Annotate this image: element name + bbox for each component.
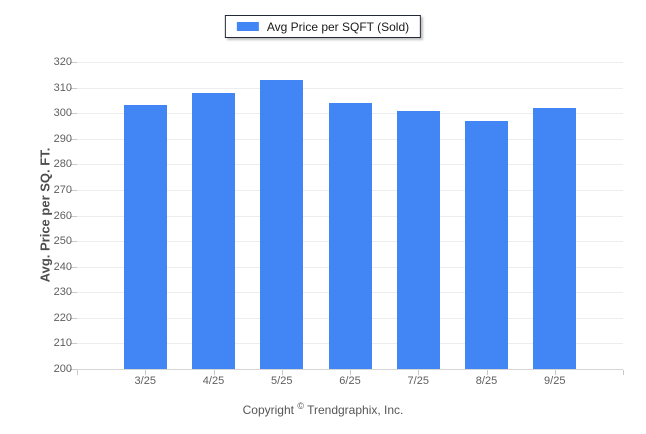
y-tick — [70, 62, 77, 63]
y-gridline — [77, 62, 623, 63]
y-tick-label: 210 — [53, 337, 72, 350]
copyright-pre: Copyright — [242, 403, 294, 417]
x-tick-label: 6/25 — [339, 375, 361, 387]
y-tick — [70, 215, 77, 217]
x-tick — [350, 370, 351, 375]
bar — [192, 92, 235, 369]
y-tick-label: 240 — [53, 260, 72, 273]
x-tick — [281, 370, 283, 375]
y-tick — [70, 369, 77, 370]
y-tick — [70, 138, 77, 140]
y-tick — [70, 241, 77, 243]
copyright-post: Trendgraphix, Inc. — [307, 403, 404, 417]
x-tick-label: 3/25 — [134, 375, 156, 387]
y-tick-label: 310 — [53, 81, 72, 94]
bar — [396, 110, 440, 369]
y-tick-label: 280 — [53, 158, 72, 171]
legend-color-swatch — [236, 22, 259, 31]
bar — [533, 108, 577, 369]
x-tick — [145, 370, 147, 375]
y-tick — [70, 317, 77, 319]
y-tick-label: 260 — [53, 209, 72, 222]
bar — [260, 79, 304, 369]
y-gridline — [77, 87, 623, 89]
x-tick — [486, 370, 488, 375]
y-tick-label: 300 — [53, 107, 72, 120]
y-tick-label: 200 — [53, 363, 72, 375]
y-tick-label: 320 — [53, 56, 72, 68]
y-tick-label: 220 — [53, 311, 72, 324]
x-tick-label: 7/25 — [407, 375, 429, 387]
y-tick — [70, 113, 77, 115]
x-tick-label: 4/25 — [202, 375, 225, 387]
x-tick — [77, 370, 78, 375]
copyright-text: Copyright © Trendgraphix, Inc. — [0, 401, 646, 417]
x-tick — [623, 370, 624, 375]
copyright-symbol: © — [297, 401, 304, 411]
bar — [465, 120, 508, 369]
y-axis-title: Avg. Price per SQ. FT. — [37, 147, 53, 283]
bar — [123, 105, 167, 369]
legend-box: Avg Price per SQFT (Sold) — [224, 15, 422, 38]
x-tick — [213, 370, 215, 375]
x-tick-label: 5/25 — [271, 375, 293, 387]
y-tick — [70, 164, 77, 166]
x-axis-line — [77, 369, 623, 370]
y-tick — [70, 266, 77, 268]
y-tick — [70, 292, 77, 294]
x-tick-label: 8/25 — [475, 375, 498, 387]
y-tick-label: 290 — [53, 132, 72, 145]
y-tick-label: 250 — [53, 235, 72, 248]
y-tick — [70, 189, 77, 191]
y-tick — [70, 87, 77, 89]
y-tick — [70, 343, 77, 345]
x-tick — [418, 370, 420, 375]
x-tick-label: 9/25 — [544, 375, 566, 387]
legend-label: Avg Price per SQFT (Sold) — [266, 19, 410, 34]
x-tick — [554, 370, 556, 375]
y-tick-label: 230 — [53, 286, 72, 299]
bar — [328, 102, 372, 369]
y-tick-label: 270 — [53, 183, 72, 196]
